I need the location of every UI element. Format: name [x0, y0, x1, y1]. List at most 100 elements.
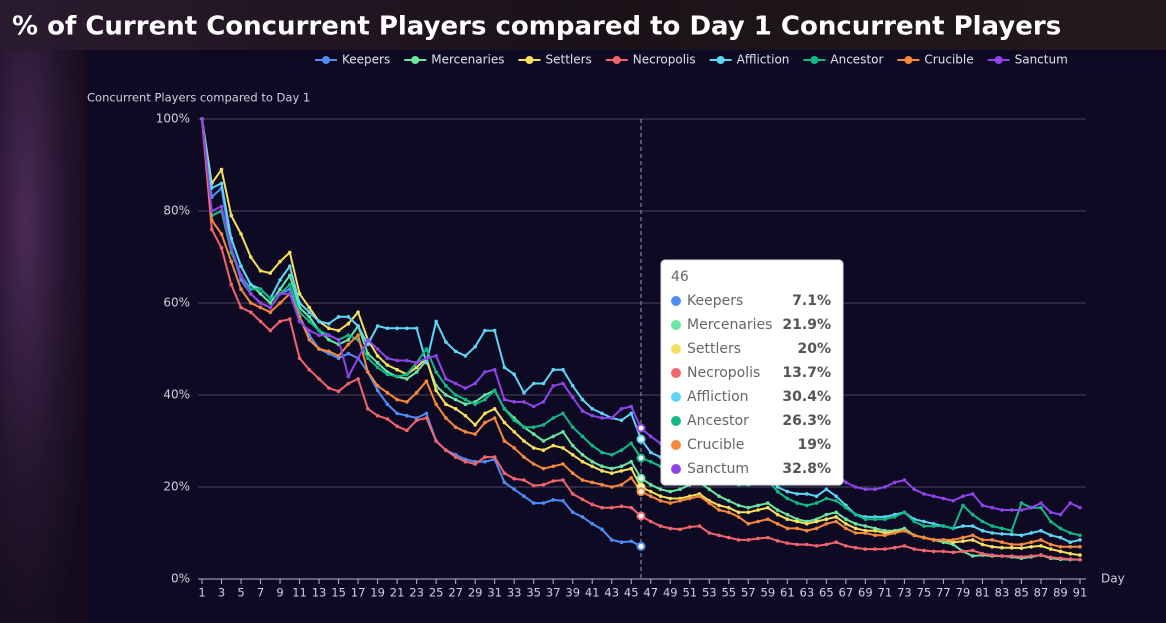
- x-tick-label: 45: [624, 586, 639, 600]
- x-tick-label: 13: [312, 586, 327, 600]
- legend-item[interactable]: Keepers: [315, 53, 390, 67]
- x-tick-label: 79: [956, 586, 971, 600]
- x-tick-label: 91: [1073, 586, 1088, 600]
- x-tick-label: 23: [409, 586, 424, 600]
- x-tick-label: 37: [546, 586, 561, 600]
- x-tick-label: 75: [917, 586, 932, 600]
- hover-dot: [636, 511, 646, 521]
- x-tick-label: 69: [858, 586, 873, 600]
- x-tick-label: 73: [897, 586, 912, 600]
- side-art: [0, 50, 87, 623]
- legend-dot: [810, 56, 819, 64]
- tooltip-dot: [671, 464, 681, 474]
- tooltip-name: Affliction: [687, 389, 749, 405]
- legend-item[interactable]: Mercenaries: [404, 53, 504, 67]
- legend-item[interactable]: Affliction: [709, 53, 790, 67]
- legend-dot: [994, 56, 1003, 64]
- banner: [0, 0, 1166, 50]
- tooltip-dot: [671, 416, 681, 426]
- plot: 0%20%40%60%80%100%1 3 5 7 9 11 13 15 17 19 21 23 25 2…: [156, 112, 1088, 600]
- tooltip-name: Mercenaries: [687, 317, 772, 333]
- hover-dot: [636, 473, 646, 483]
- legend-dot: [322, 56, 330, 64]
- legend-label: Crucible: [924, 53, 973, 67]
- x-tick-label: 1: [198, 586, 205, 600]
- hover-dot: [636, 423, 646, 433]
- tooltip-value: 13.7%: [782, 365, 831, 381]
- x-tick-label: 33: [507, 586, 522, 600]
- x-tick-label: 61: [780, 586, 795, 600]
- tooltip-name: Settlers: [687, 341, 741, 357]
- legend-dot: [525, 56, 534, 64]
- chart-title: % of Current Concurrent Players compared…: [12, 12, 1061, 42]
- x-tick-label: 47: [643, 586, 658, 600]
- x-tick-label: 85: [1014, 586, 1029, 600]
- x-tick-label: 11: [292, 586, 307, 600]
- legend-dot: [411, 56, 420, 64]
- y-tick-label: 100%: [156, 112, 190, 126]
- y-tick-label: 20%: [163, 480, 190, 494]
- tooltip-value: 21.9%: [782, 317, 831, 333]
- y-tick-label: 60%: [163, 296, 190, 310]
- x-tick-label: 65: [819, 586, 834, 600]
- tooltip-dot: [671, 296, 681, 306]
- x-tick-label: 83: [995, 586, 1010, 600]
- y-tick-label: 40%: [163, 388, 190, 402]
- x-tick-label: 19: [370, 586, 385, 600]
- tooltip-value: 32.8%: [782, 461, 831, 477]
- legend-label: Affliction: [737, 53, 790, 67]
- tooltip-dot: [671, 320, 681, 330]
- x-tick-label: 43: [604, 586, 619, 600]
- hover-dot: [636, 453, 646, 463]
- x-axis-label: Day: [1101, 572, 1125, 586]
- legend-item[interactable]: Necropolis: [605, 53, 696, 67]
- x-tick-label: 5: [237, 586, 244, 600]
- tooltip-dot: [671, 440, 681, 450]
- tooltip-value: 20%: [797, 341, 831, 357]
- x-tick-label: 57: [741, 586, 756, 600]
- x-tick-label: 27: [448, 586, 463, 600]
- plot-panel: [87, 50, 1166, 623]
- legend-item[interactable]: Ancestor: [803, 53, 883, 67]
- x-tick-label: 17: [351, 586, 366, 600]
- legend-dot: [612, 56, 621, 64]
- tooltip-name: Sanctum: [687, 461, 749, 477]
- x-tick-label: 63: [800, 586, 815, 600]
- tooltip: 46 Keepers 7.1% Mercenaries 21.9% Settlers 20%…: [660, 259, 844, 486]
- legend-label: Ancestor: [830, 53, 883, 67]
- tooltip-value: 30.4%: [782, 389, 831, 405]
- hover-dot: [636, 434, 646, 444]
- x-tick-label: 31: [487, 586, 502, 600]
- x-tick-label: 77: [936, 586, 951, 600]
- x-tick-label: 9: [276, 586, 283, 600]
- x-tick-label: 53: [702, 586, 717, 600]
- tooltip-value: 19%: [797, 437, 831, 453]
- tooltip-name: Ancestor: [687, 413, 749, 429]
- x-tick-label: 39: [565, 586, 580, 600]
- y-tick-label: 0%: [171, 572, 190, 586]
- legend-label: Sanctum: [1015, 53, 1068, 67]
- x-tick-label: 21: [390, 586, 405, 600]
- x-tick-label: 41: [585, 586, 600, 600]
- tooltip-dot: [671, 392, 681, 402]
- x-tick-label: 49: [663, 586, 678, 600]
- legend-dot: [716, 56, 725, 64]
- x-tick-label: 55: [721, 586, 736, 600]
- legend-item[interactable]: Sanctum: [987, 53, 1068, 67]
- legend-item[interactable]: Settlers: [518, 53, 592, 67]
- legend-label: Mercenaries: [431, 53, 504, 67]
- x-tick-label: 15: [331, 586, 346, 600]
- x-tick-label: 87: [1034, 586, 1049, 600]
- legend-label: Necropolis: [633, 53, 696, 67]
- legend-item[interactable]: Crucible: [897, 53, 974, 67]
- legend-label: Settlers: [545, 53, 591, 67]
- x-tick-label: 3: [218, 586, 225, 600]
- tooltip-name: Necropolis: [687, 365, 760, 381]
- x-tick-label: 25: [429, 586, 444, 600]
- tooltip-value: 26.3%: [782, 413, 831, 429]
- tooltip-title: 46: [671, 269, 689, 285]
- x-tick-label: 81: [975, 586, 990, 600]
- y-axis-label: Concurrent Players compared to Day 1: [87, 91, 310, 105]
